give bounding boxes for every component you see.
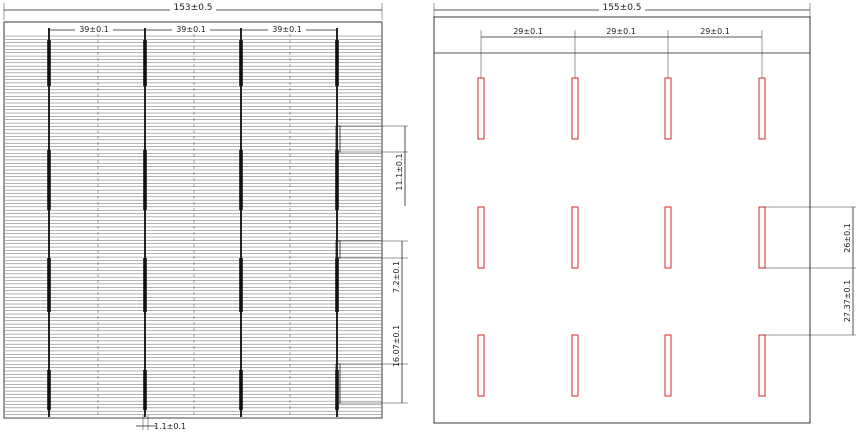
busbar-segment xyxy=(47,370,51,410)
busbar-segment xyxy=(335,150,339,210)
solder-pad xyxy=(477,334,485,397)
front-overall-width-dimension: 153±0.5 xyxy=(3,2,383,20)
front-busbar-pitch-dimension: 39±0.1 39±0.1 39±0.1 xyxy=(49,25,337,34)
solder-pad xyxy=(477,77,485,140)
back-pad-length-label: 26±0.1 xyxy=(843,223,852,253)
busbar-segment xyxy=(47,40,51,86)
busbar-segment xyxy=(335,258,339,312)
busbar-segment xyxy=(47,258,51,312)
busbar-line xyxy=(240,28,242,417)
busbar-segment xyxy=(143,150,147,210)
busbar-line xyxy=(48,28,50,417)
front-cell-outline xyxy=(3,21,383,419)
busbar-segment xyxy=(143,258,147,312)
back-pitch-label-2: 29±0.1 xyxy=(606,27,636,36)
solder-pad xyxy=(664,206,672,269)
busbar-segment xyxy=(239,370,243,410)
solder-pad xyxy=(664,77,672,140)
solder-pad xyxy=(758,206,766,269)
back-solder-pads xyxy=(477,77,766,397)
front-segment-height-2-label: 16.07±0.1 xyxy=(392,325,401,367)
front-pitch-label-2: 39±0.1 xyxy=(176,25,206,34)
back-pitch-label-1: 29±0.1 xyxy=(513,27,543,36)
solder-pad xyxy=(571,206,579,269)
solder-pad xyxy=(571,334,579,397)
back-pitch-label-3: 29±0.1 xyxy=(700,27,730,36)
front-right-dimensions: 11.1±0.1 7.2±0.1 16.07±0.1 xyxy=(335,125,408,404)
solder-pad xyxy=(758,77,766,140)
front-segment-height-1-label: 11.1±0.1 xyxy=(395,153,404,190)
back-pad-gap-label: 27.37±0.1 xyxy=(843,280,852,322)
back-cell-outline xyxy=(433,16,811,424)
solder-pad xyxy=(664,334,672,397)
front-dashed-centerlines xyxy=(97,28,291,416)
front-view: 153±0.5 39±0.1 39±0.1 39±0.1 xyxy=(3,2,408,431)
front-finger-lines xyxy=(5,35,381,419)
busbar-segment xyxy=(239,40,243,86)
front-overall-width-label: 153±0.5 xyxy=(173,3,212,13)
front-busbar-width-label: 1.1±0.1 xyxy=(154,422,186,431)
solder-pad xyxy=(477,206,485,269)
front-segment-gap-label: 7.2±0.1 xyxy=(392,261,401,293)
busbar-segment xyxy=(239,258,243,312)
solder-pad xyxy=(758,334,766,397)
back-overall-width-label: 155±0.5 xyxy=(602,3,641,13)
busbar-segment xyxy=(47,150,51,210)
front-busbar-width-dimension: 1.1±0.1 xyxy=(136,415,186,431)
busbar-segment xyxy=(143,40,147,86)
busbar-segment xyxy=(239,150,243,210)
front-busbars xyxy=(47,28,339,417)
busbar-segment xyxy=(335,40,339,86)
back-pad-pitch-dimension: 29±0.1 29±0.1 29±0.1 xyxy=(480,27,763,78)
front-pitch-label-3: 39±0.1 xyxy=(272,25,302,34)
busbar-segment xyxy=(143,370,147,410)
solder-pad xyxy=(571,77,579,140)
busbar-line xyxy=(336,28,338,417)
back-right-dimensions: 26±0.1 27.37±0.1 xyxy=(764,206,856,336)
front-pitch-label-1: 39±0.1 xyxy=(79,25,109,34)
busbar-segment xyxy=(335,370,339,410)
busbar-line xyxy=(144,28,146,417)
back-view: 155±0.5 29±0.1 29±0.1 29±0.1 26±0.1 27.3… xyxy=(433,2,856,424)
